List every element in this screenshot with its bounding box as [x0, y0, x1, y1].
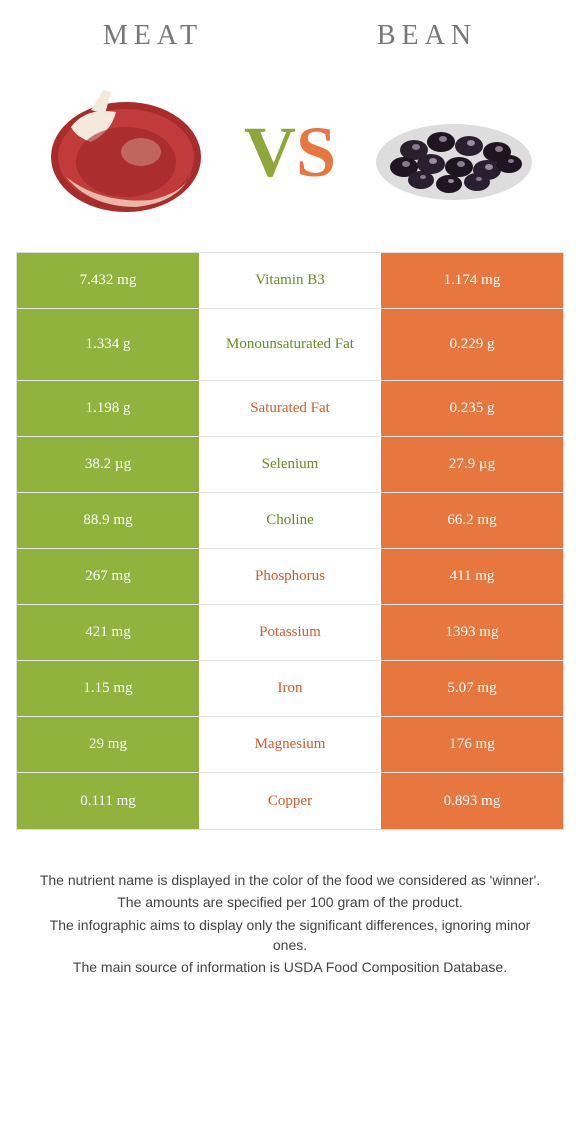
table-row: 421 mgPotassium1393 mg [17, 605, 563, 661]
cell-left-value: 29 mg [17, 717, 199, 772]
table-row: 1.198 gSaturated Fat0.235 g [17, 381, 563, 437]
bean-image [364, 82, 544, 222]
table-row: 29 mgMagnesium176 mg [17, 717, 563, 773]
table-row: 7.432 mgVitamin B31.174 mg [17, 253, 563, 309]
title-right: Bean [377, 20, 477, 52]
header-row: Meat Bean [16, 20, 564, 52]
cell-nutrient-label: Potassium [199, 605, 381, 660]
cell-right-value: 1393 mg [381, 605, 563, 660]
cell-left-value: 1.198 g [17, 381, 199, 436]
cell-right-value: 5.07 mg [381, 661, 563, 716]
cell-nutrient-label: Phosphorus [199, 549, 381, 604]
cell-right-value: 176 mg [381, 717, 563, 772]
table-row: 1.15 mgIron5.07 mg [17, 661, 563, 717]
footer-line-3: The infographic aims to display only the… [36, 915, 544, 956]
meat-image [36, 82, 216, 222]
cell-right-value: 0.229 g [381, 309, 563, 380]
cell-left-value: 267 mg [17, 549, 199, 604]
table-row: 88.9 mgCholine66.2 mg [17, 493, 563, 549]
footer-notes: The nutrient name is displayed in the co… [16, 830, 564, 999]
cell-nutrient-label: Selenium [199, 437, 381, 492]
table-row: 38.2 µgSelenium27.9 µg [17, 437, 563, 493]
table-row: 1.334 gMonounsaturated Fat0.229 g [17, 309, 563, 381]
cell-right-value: 0.235 g [381, 381, 563, 436]
vs-s-letter: S [296, 112, 336, 192]
nutrient-table: 7.432 mgVitamin B31.174 mg1.334 gMonouns… [16, 252, 564, 830]
cell-nutrient-label: Iron [199, 661, 381, 716]
cell-left-value: 1.334 g [17, 309, 199, 380]
cell-right-value: 1.174 mg [381, 253, 563, 308]
cell-nutrient-label: Magnesium [199, 717, 381, 772]
cell-right-value: 66.2 mg [381, 493, 563, 548]
footer-line-2: The amounts are specified per 100 gram o… [36, 892, 544, 912]
cell-nutrient-label: Choline [199, 493, 381, 548]
cell-left-value: 1.15 mg [17, 661, 199, 716]
cell-right-value: 411 mg [381, 549, 563, 604]
table-row: 267 mgPhosphorus411 mg [17, 549, 563, 605]
cell-nutrient-label: Saturated Fat [199, 381, 381, 436]
footer-line-4: The main source of information is USDA F… [36, 957, 544, 977]
cell-left-value: 0.111 mg [17, 773, 199, 829]
vs-label: VS [244, 111, 336, 194]
cell-left-value: 7.432 mg [17, 253, 199, 308]
vs-v-letter: V [244, 112, 296, 192]
table-row: 0.111 mgCopper0.893 mg [17, 773, 563, 829]
cell-nutrient-label: Copper [199, 773, 381, 829]
cell-left-value: 421 mg [17, 605, 199, 660]
footer-line-1: The nutrient name is displayed in the co… [36, 870, 544, 890]
cell-nutrient-label: Monounsaturated Fat [199, 309, 381, 380]
title-left: Meat [103, 20, 203, 52]
cell-left-value: 38.2 µg [17, 437, 199, 492]
cell-right-value: 0.893 mg [381, 773, 563, 829]
images-row: VS [16, 62, 564, 252]
cell-right-value: 27.9 µg [381, 437, 563, 492]
cell-left-value: 88.9 mg [17, 493, 199, 548]
cell-nutrient-label: Vitamin B3 [199, 253, 381, 308]
infographic-container: Meat Bean VS [0, 0, 580, 1019]
